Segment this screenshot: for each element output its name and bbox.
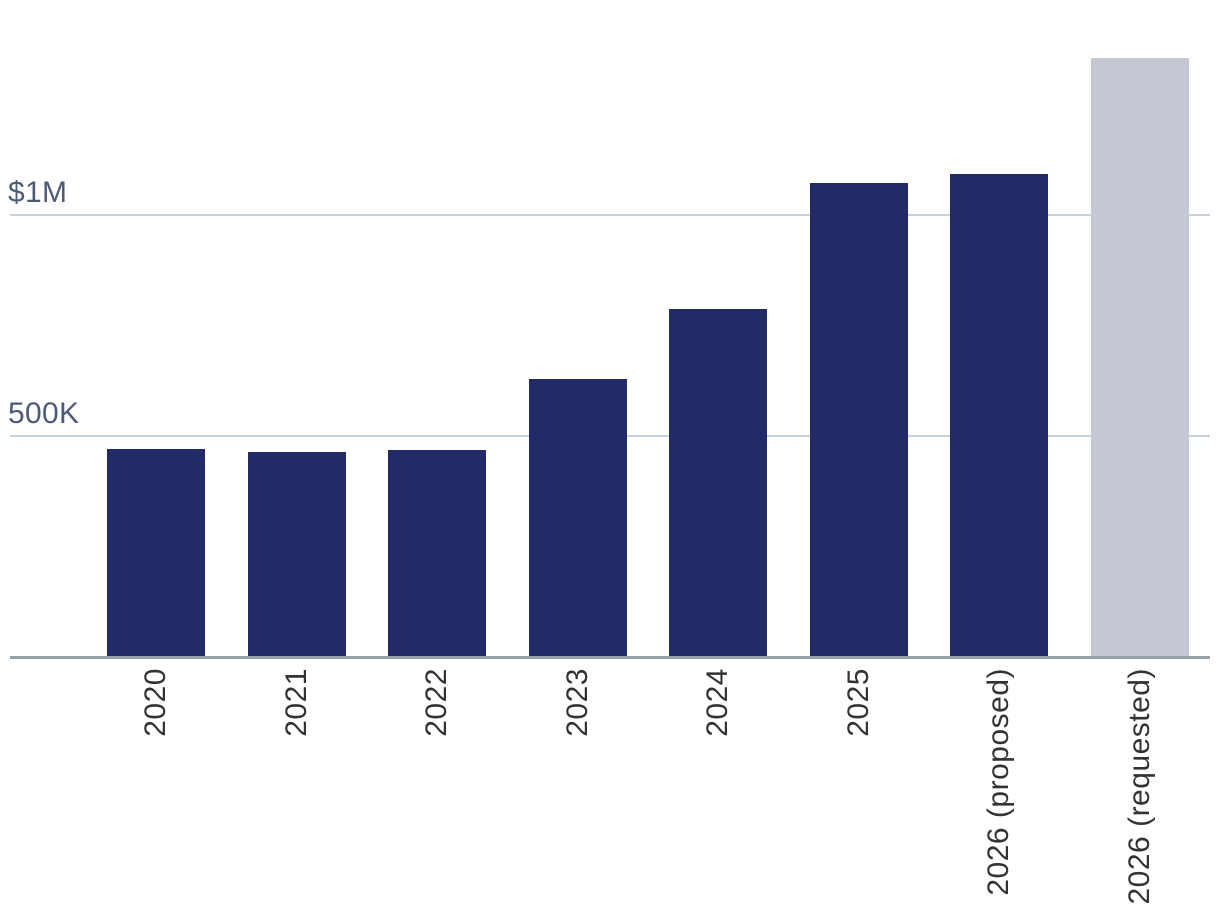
bar-2026-requested- <box>1091 58 1189 656</box>
x-axis-line <box>10 656 1210 659</box>
y-gridline <box>10 214 1210 216</box>
x-tick-label: 2020 <box>139 668 172 737</box>
y-tick-label: $1M <box>8 176 68 209</box>
x-tick-label: 2025 <box>842 668 875 737</box>
x-tick-label: 2024 <box>701 668 734 737</box>
bar-2020 <box>107 449 205 656</box>
bar-2021 <box>248 452 346 656</box>
bar-2022 <box>388 450 486 656</box>
x-tick-label: 2026 (requested) <box>1123 668 1156 905</box>
x-tick-label: 2021 <box>280 668 313 737</box>
x-tick-label: 2026 (proposed) <box>982 668 1015 896</box>
bar-2025 <box>810 183 908 656</box>
y-tick-label: 500K <box>8 396 80 430</box>
x-tick-label: 2023 <box>561 668 594 737</box>
bar-2023 <box>529 379 627 656</box>
bar-2026-proposed- <box>950 174 1048 656</box>
x-tick-label: 2022 <box>420 668 453 737</box>
bar-2024 <box>669 309 767 656</box>
